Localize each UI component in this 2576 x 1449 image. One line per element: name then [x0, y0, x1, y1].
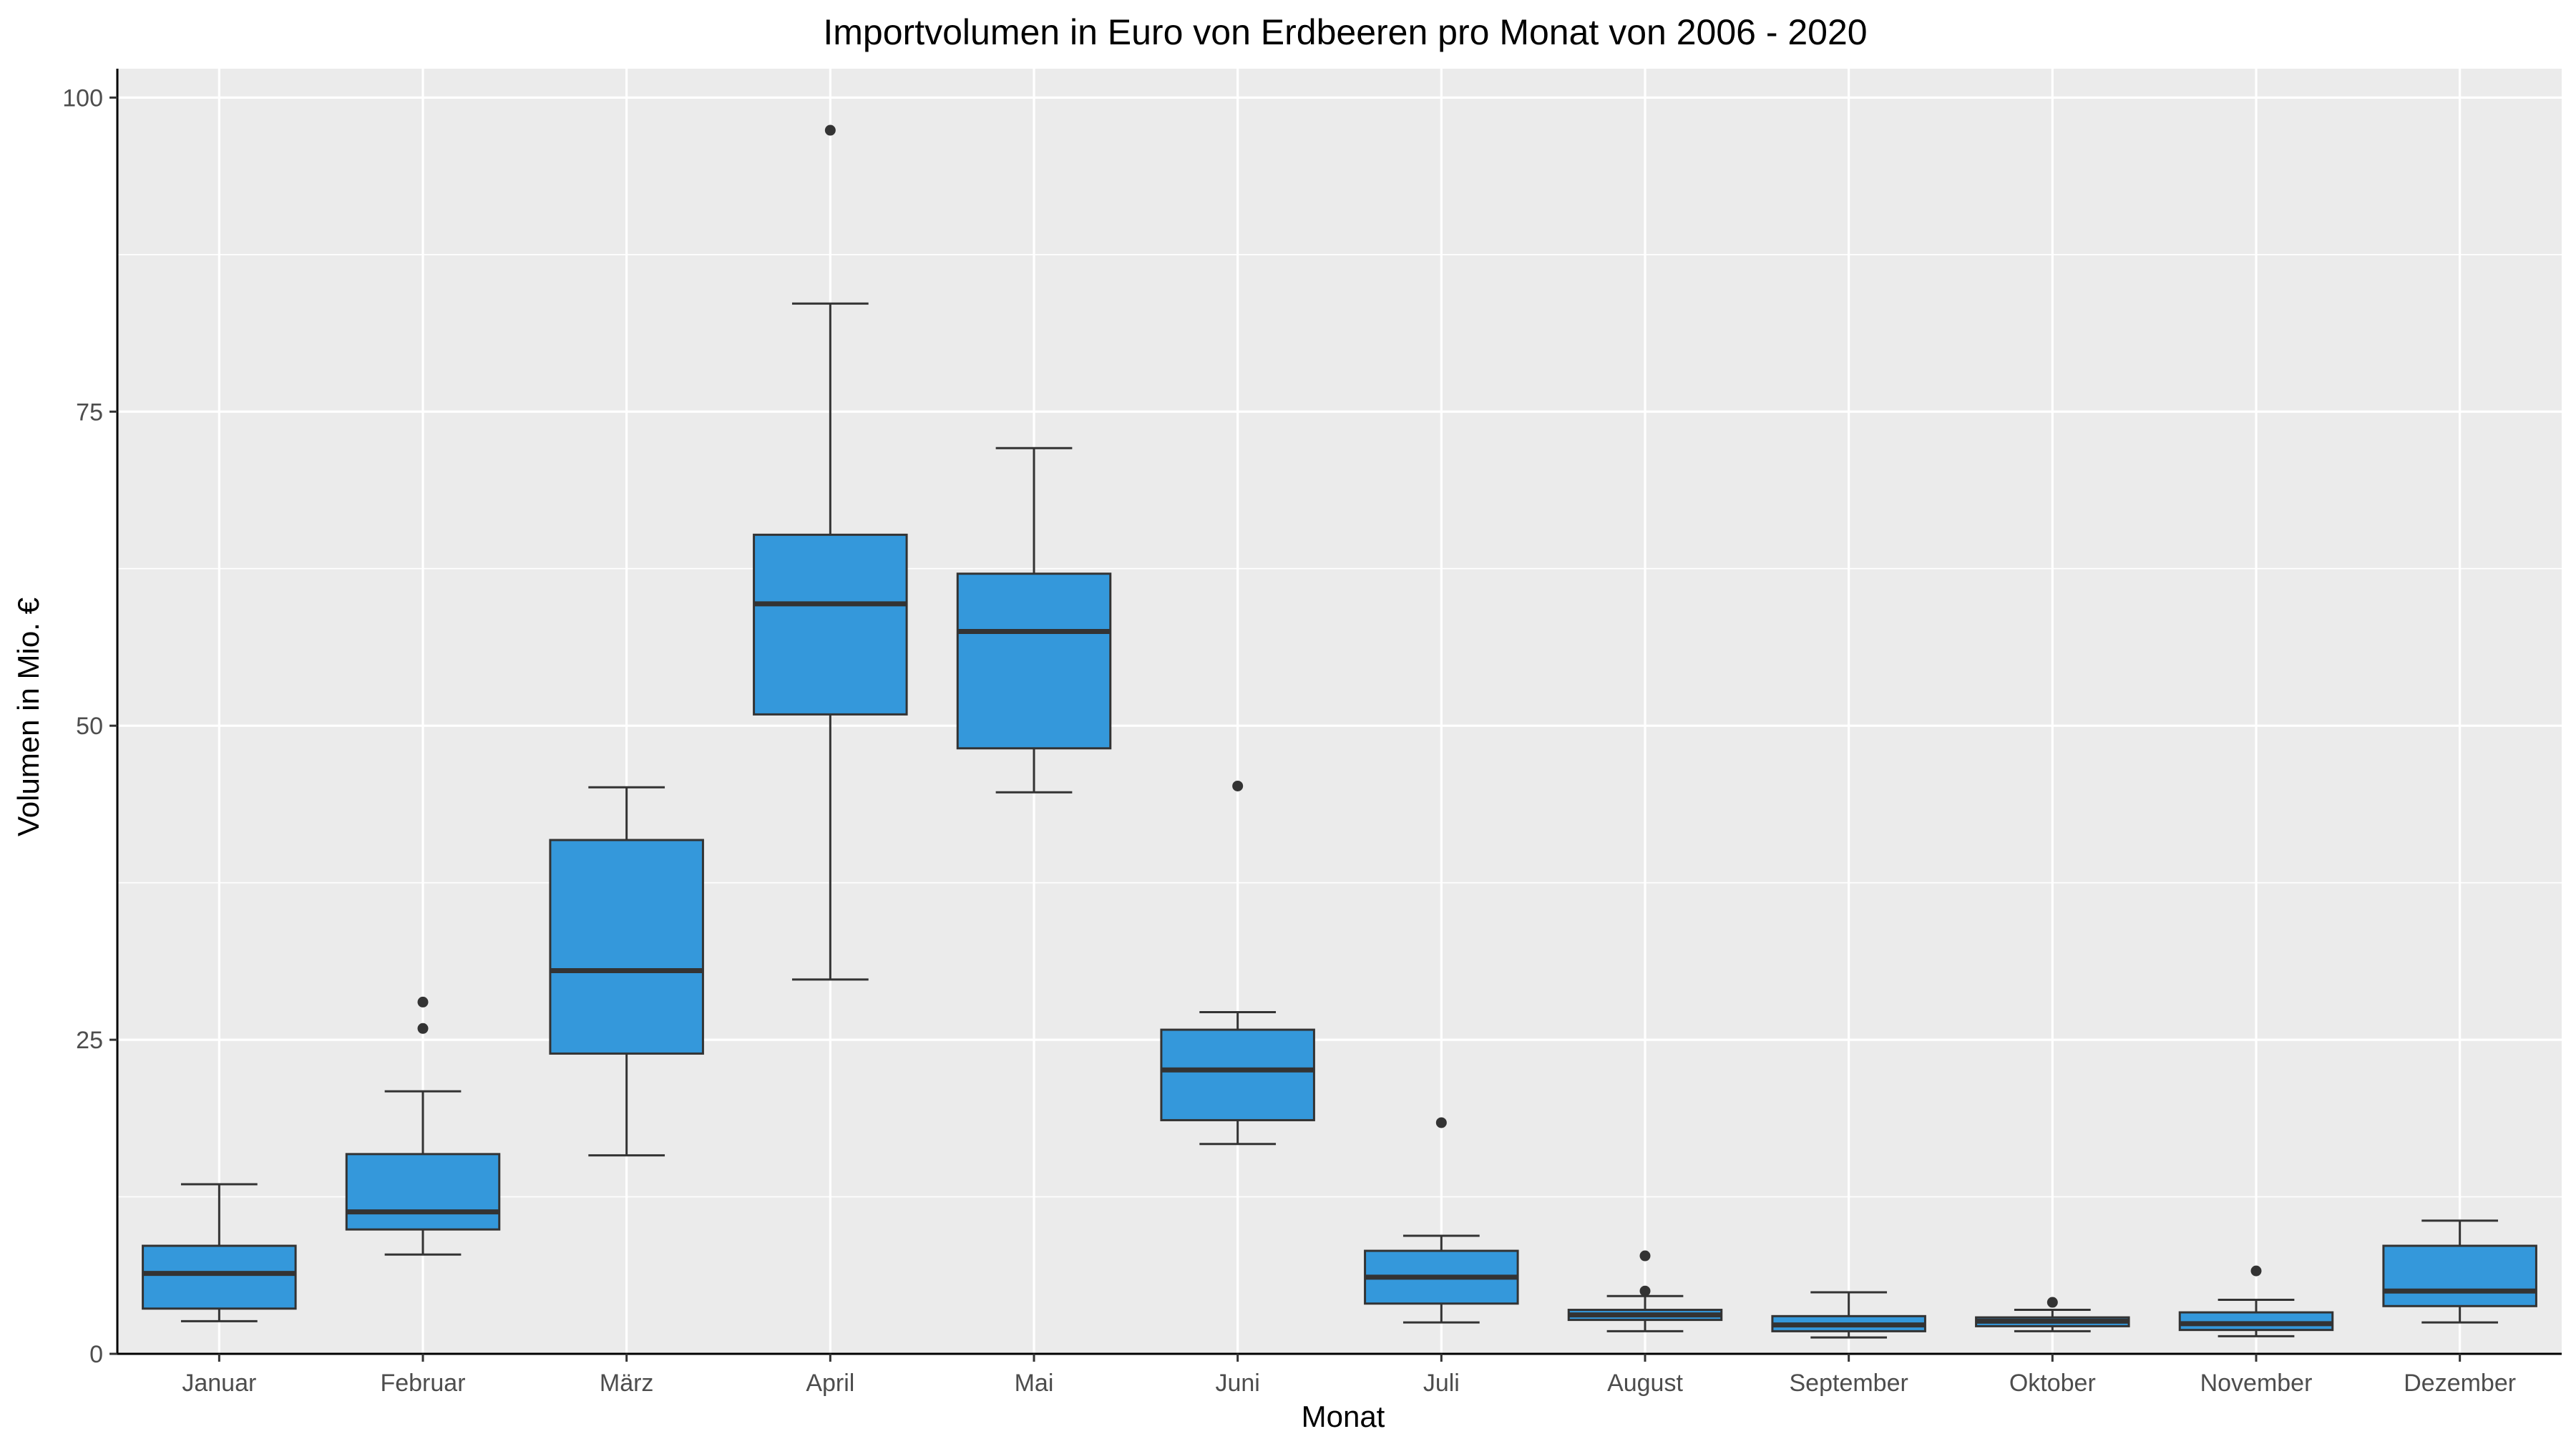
y-axis-title: Volumen in Mio. €: [11, 597, 45, 836]
y-tick-label: 25: [76, 1027, 103, 1054]
box-januar: [142, 1183, 297, 1322]
box-september: [1771, 1291, 1926, 1339]
box-februar: [345, 996, 501, 1256]
box-iqr: [549, 839, 704, 1055]
x-tick-label: Mai: [1015, 1370, 1054, 1397]
box-august: [1567, 1250, 1723, 1332]
box-juli: [1364, 1117, 1519, 1324]
x-tick-label: Januar: [182, 1370, 256, 1397]
box-dezember: [2382, 1219, 2537, 1324]
outlier-point: [824, 125, 836, 136]
box-juni: [1160, 780, 1315, 1146]
x-tick-label: Juni: [1215, 1370, 1259, 1397]
x-axis-title: Monat: [1302, 1400, 1385, 1433]
box-iqr: [345, 1153, 501, 1231]
box-iqr: [1160, 1028, 1315, 1121]
box-märz: [549, 786, 704, 1157]
plot-panel: [117, 69, 2562, 1355]
y-tick-label: 75: [76, 399, 103, 426]
outlier-point: [417, 996, 429, 1008]
x-tick-label: August: [1607, 1370, 1683, 1397]
outlier-point: [2046, 1297, 2058, 1308]
boxplot-marks: [142, 125, 2537, 1339]
x-tick-label: Oktober: [2009, 1370, 2096, 1397]
chart-title: Importvolumen in Euro von Erdbeeren pro …: [823, 12, 1867, 52]
box-iqr: [142, 1244, 297, 1310]
outlier-point: [2250, 1265, 2262, 1277]
x-tick-label: September: [1790, 1370, 1908, 1397]
x-tick-label: Juli: [1423, 1370, 1460, 1397]
box-oktober: [1975, 1297, 2130, 1332]
box-iqr: [2178, 1311, 2334, 1332]
box-iqr: [753, 533, 908, 716]
x-tick-label: April: [806, 1370, 854, 1397]
x-tick-label: März: [600, 1370, 654, 1397]
x-tick-label: Dezember: [2404, 1370, 2516, 1397]
outlier-point: [417, 1023, 429, 1034]
y-tick-label: 100: [62, 84, 103, 112]
outlier-point: [1435, 1117, 1447, 1128]
axes: 0 25 50 75 100 Januar Februar März April Mai Juni J…: [62, 69, 2562, 1397]
box-november: [2178, 1265, 2334, 1337]
box-april: [753, 125, 908, 981]
outlier-point: [1639, 1250, 1651, 1262]
outlier-point: [1232, 780, 1244, 791]
y-tick-label: 50: [76, 713, 103, 740]
x-tick-label: November: [2200, 1370, 2313, 1397]
box-iqr: [2382, 1244, 2537, 1307]
panel-background: [117, 69, 2562, 1354]
x-tick-label: Februar: [380, 1370, 465, 1397]
y-tick-label: 0: [89, 1341, 103, 1368]
box-mai: [956, 447, 1112, 794]
outlier-point: [1639, 1285, 1651, 1297]
box-iqr: [956, 572, 1112, 750]
